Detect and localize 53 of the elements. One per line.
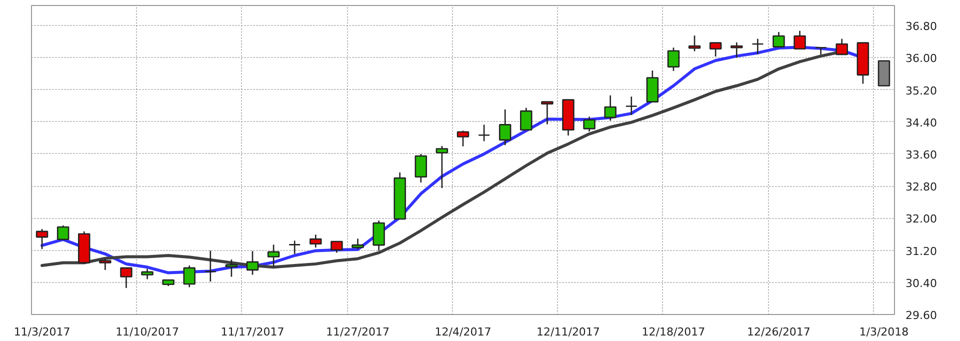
y-tick-label: 34.40 [906, 116, 937, 130]
candlestick [520, 107, 532, 131]
candlestick [752, 38, 764, 55]
x-tick-label: 12/11/2017 [536, 326, 600, 338]
candlestick [310, 234, 322, 248]
candlestick [688, 34, 701, 52]
candlestick [456, 130, 470, 148]
candlestick [794, 30, 806, 50]
candlestick [772, 31, 785, 48]
candlestick [246, 250, 259, 276]
x-tick-label: 11/10/2017 [116, 326, 179, 338]
candlestick [604, 94, 616, 122]
candlestick [836, 38, 848, 56]
y-tick-label: 36.80 [906, 20, 937, 34]
candlestick [183, 264, 196, 288]
candlestick [225, 258, 238, 278]
y-tick-label: 29.60 [906, 309, 937, 322]
candlestick [99, 258, 112, 271]
candlestick [141, 268, 154, 280]
candlestick [436, 145, 448, 189]
x-tick-label: 12/4/2017 [434, 326, 492, 338]
candlestick [541, 101, 554, 125]
candlestick [267, 244, 280, 267]
y-tick-label: 31.20 [906, 244, 937, 258]
x-tick-label: 11/3/2017 [14, 326, 70, 338]
x-tick-label: 12/26/2017 [747, 326, 810, 338]
x-tick-label: 12/18/2017 [642, 326, 706, 338]
candlestick [372, 220, 385, 252]
candlestick [730, 42, 743, 58]
candlestick [330, 240, 343, 254]
candlestick [478, 124, 490, 142]
candlestick [288, 240, 301, 255]
y-tick-label: 33.60 [906, 148, 937, 162]
candlestick [814, 46, 827, 56]
candlestick [498, 108, 512, 146]
y-tick-label: 32.00 [906, 212, 937, 226]
candlestick [667, 46, 680, 72]
candlestick [625, 96, 638, 116]
candlestick [352, 238, 364, 250]
candlestick [709, 42, 722, 58]
y-tick-label: 30.40 [906, 276, 937, 290]
y-tick-label: 36.00 [906, 52, 937, 66]
candlestick [36, 228, 48, 250]
candlestick [414, 153, 428, 184]
x-tick-label: 11/17/2017 [220, 326, 284, 338]
x-tick-label: 11/27/2017 [326, 326, 390, 338]
candlestick [120, 267, 132, 289]
candlestick [583, 116, 596, 132]
candlestick [56, 224, 70, 240]
y-tick-label: 35.20 [906, 84, 937, 98]
x-tick-label: 1/3/2018 [859, 326, 909, 338]
y-tick-label: 32.80 [906, 180, 937, 194]
candlestick [204, 250, 217, 282]
